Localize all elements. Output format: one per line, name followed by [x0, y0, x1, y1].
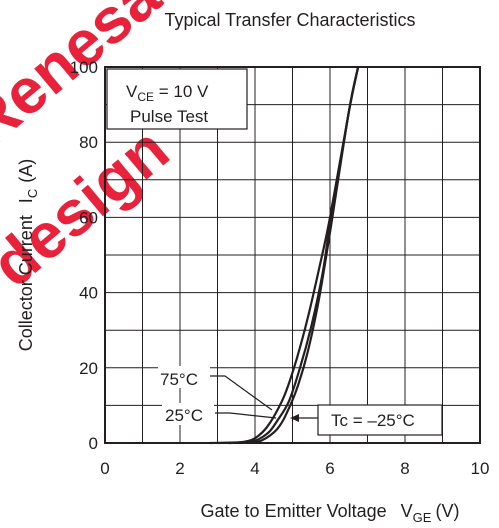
- y-tick-label: 100: [70, 58, 98, 77]
- y-tick-label: 60: [79, 208, 98, 227]
- y-axis-label: Collector CurrentIC(A): [16, 159, 40, 351]
- conditions-box: VCE = 10 V Pulse Test: [106, 68, 248, 130]
- leader-75c: [210, 375, 273, 411]
- label-m25c: Tc = –25°C: [331, 411, 415, 430]
- x-tick-label: 10: [471, 459, 490, 478]
- y-tick-label: 20: [79, 359, 98, 378]
- leader-25c: [215, 412, 277, 419]
- x-tick-label: 0: [100, 459, 109, 478]
- x-tick-label: 6: [325, 459, 334, 478]
- x-tick-labels: 0 2 4 6 8 10: [100, 459, 489, 478]
- y-tick-labels: 0 20 40 60 80 100: [70, 58, 98, 453]
- x-tick-label: 8: [400, 459, 409, 478]
- series-line-2: [228, 66, 360, 445]
- conditions-box-frame: [106, 68, 248, 130]
- label-25c-bg: [162, 403, 214, 425]
- x-axis-label: Gate to Emitter Voltage VGE (V): [201, 501, 460, 525]
- y-tick-label: 80: [79, 133, 98, 152]
- x-tick-label: 2: [175, 459, 184, 478]
- conditions-line2: Pulse Test: [130, 107, 208, 126]
- label-25c: 25°C: [165, 406, 203, 425]
- chart-title: Typical Transfer Characteristics: [164, 10, 415, 30]
- plot-frame: [104, 66, 481, 444]
- label-75c: 75°C: [160, 370, 198, 389]
- grid: [105, 67, 480, 443]
- series-curves: [209, 66, 360, 445]
- label-m25c-box: [317, 404, 443, 436]
- annotations: 75°C 25°C Tc = –25°C: [158, 366, 443, 436]
- y-tick-label: 0: [89, 434, 98, 453]
- conditions-line1: VCE = 10 V: [126, 82, 209, 104]
- label-75c-bg: [158, 366, 210, 388]
- arrow-m25c: [290, 414, 299, 422]
- y-tick-label: 40: [79, 284, 98, 303]
- x-tick-label: 4: [250, 459, 259, 478]
